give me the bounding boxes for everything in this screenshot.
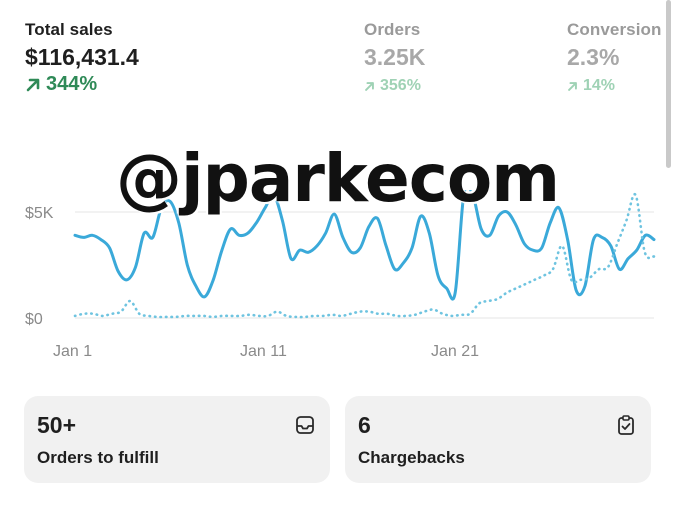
metric-change-value: 14% [583,77,616,94]
series-line-previous [73,192,656,319]
y-tick-label: $0 [25,311,43,328]
x-tick-label: Jan 21 [431,343,479,360]
metric-change-value: 356% [380,77,421,94]
card-chargebacks[interactable]: 6 Chargebacks [345,396,651,483]
inbox-icon [296,416,314,434]
metric-conversion[interactable]: Conversion 2.3% 14% [567,20,662,95]
y-tick-label: $5K [25,205,54,222]
metric-value: $116,431.4 [25,44,139,70]
metric-change: 14% [567,77,662,95]
metric-label: Conversion [567,20,662,39]
metric-change: 344% [25,73,139,96]
card-orders-to-fulfill[interactable]: 50+ Orders to fulfill [24,396,330,483]
x-tick-label: Jan 11 [240,343,287,360]
metric-orders[interactable]: Orders 3.25K 356% [364,20,425,95]
metric-total-sales[interactable]: Total sales $116,431.4 344% [25,20,139,96]
metric-change-value: 344% [46,73,98,95]
card-label: Chargebacks [358,448,465,467]
metric-label: Total sales [25,20,113,39]
scrollbar[interactable] [666,0,671,168]
series-line-current [73,190,656,301]
metric-label: Orders [364,20,421,39]
metric-value: 2.3% [567,44,620,70]
metric-change: 356% [364,77,425,95]
x-tick-label: Jan 1 [53,343,92,360]
arrow-up-right-icon [365,81,374,91]
card-value: 6 [358,412,371,438]
arrow-up-right-icon [568,81,577,91]
metric-value: 3.25K [364,44,426,70]
card-label: Orders to fulfill [37,448,159,467]
arrow-up-right-icon [26,78,40,91]
clipboard-check-icon [618,415,634,435]
card-value: 50+ [37,412,77,438]
sales-line-chart[interactable]: $5K $0 Jan 1 Jan 11 Jan 21 [0,190,675,370]
